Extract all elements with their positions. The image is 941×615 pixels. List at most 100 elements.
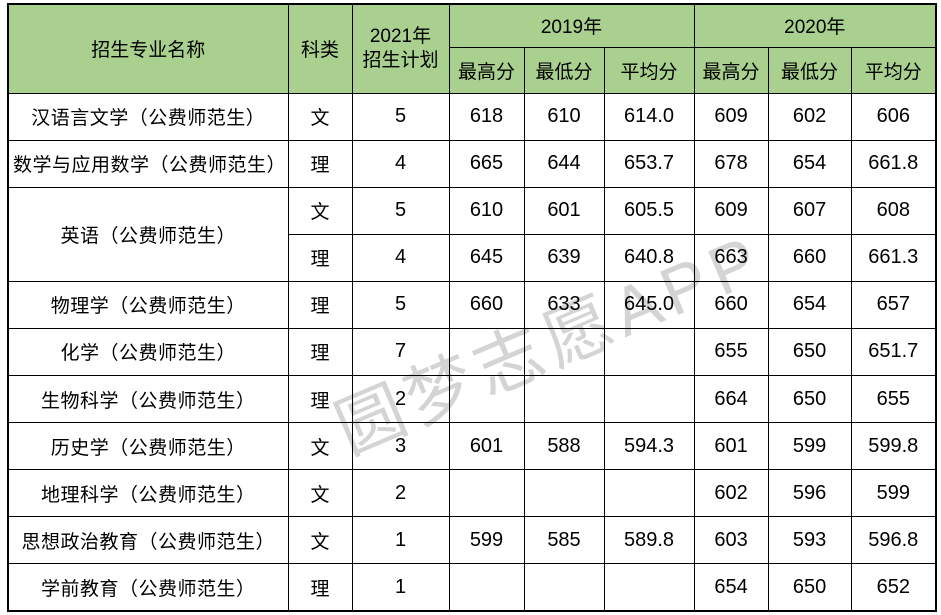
score-cell: 650: [767, 327, 852, 376]
score-cell: 650: [767, 374, 852, 424]
table-row: 生物科学（公费师范生）理 2 664 650 655: [7, 374, 937, 424]
score-cell: 606: [850, 92, 937, 141]
score-cell: 610: [448, 186, 525, 235]
plan-cell: 4: [351, 139, 450, 188]
score-cell: 602: [767, 92, 852, 141]
score-cell: 660: [767, 233, 852, 282]
score-cell: 660: [693, 280, 769, 329]
header-2019-avg: 平均分: [603, 46, 695, 94]
table-header: 招生专业名称 科类 2021年 招生计划 2019年 2020年 最高分 最低分…: [7, 3, 937, 94]
score-cell: 596.8: [850, 516, 937, 565]
score-cell: 645: [448, 233, 525, 282]
category-cell: 文: [287, 92, 353, 141]
score-cell: [448, 469, 525, 518]
major-cell: 地理科学（公费师范生）: [7, 469, 289, 518]
header-category: 科类: [287, 3, 353, 94]
score-cell: 609: [693, 92, 769, 141]
score-cell: 601: [448, 422, 525, 471]
major-cell: 汉语言文学（公费师范生）: [7, 92, 289, 141]
score-cell: 650: [767, 563, 852, 612]
score-cell: [603, 469, 695, 518]
score-cell: 608: [850, 186, 937, 235]
plan-cell: 5: [351, 92, 450, 141]
score-cell: 594.3: [603, 422, 695, 471]
score-cell: 655: [850, 374, 937, 424]
score-cell: 661.8: [850, 139, 937, 188]
category-cell: 理: [287, 233, 353, 282]
category-cell: 文: [287, 469, 353, 518]
score-cell: 653.7: [603, 139, 695, 188]
score-cell: 660: [448, 280, 525, 329]
score-cell: [523, 327, 605, 376]
category-cell: 理: [287, 327, 353, 376]
category-cell: 理: [287, 139, 353, 188]
plan-cell: 1: [351, 563, 450, 612]
score-cell: [603, 327, 695, 376]
header-major: 招生专业名称: [7, 3, 289, 94]
score-cell: 599: [767, 422, 852, 471]
score-cell: 609: [693, 186, 769, 235]
score-cell: 665: [448, 139, 525, 188]
table-row: 英语（公费师范生）文 5 610 601 605.5 609 607 608: [7, 186, 937, 282]
table-row: 历史学（公费师范生）文 3 601 588 594.3 601 599 599.8: [7, 422, 937, 471]
score-cell: 657: [850, 280, 937, 329]
score-cell: 654: [767, 280, 852, 329]
major-cell: 英语（公费师范生）: [7, 186, 289, 282]
score-cell: [448, 327, 525, 376]
score-cell: 605.5: [603, 186, 695, 235]
category-cell: 理: [287, 374, 353, 424]
score-cell: 678: [693, 139, 769, 188]
category-cell: 文: [287, 516, 353, 565]
score-cell: 639: [523, 233, 605, 282]
header-2019-min: 最低分: [523, 46, 605, 94]
score-cell: 654: [767, 139, 852, 188]
score-cell: 610: [523, 92, 605, 141]
major-cell: 生物科学（公费师范生）: [7, 374, 289, 424]
score-cell: 589.8: [603, 516, 695, 565]
score-cell: [523, 469, 605, 518]
score-cell: 614.0: [603, 92, 695, 141]
header-2020-min: 最低分: [767, 46, 852, 94]
major-cell: 化学（公费师范生）: [7, 327, 289, 376]
admission-score-table: 招生专业名称 科类 2021年 招生计划 2019年 2020年 最高分 最低分…: [7, 3, 938, 612]
plan-cell: 3: [351, 422, 450, 471]
plan-cell: 1: [351, 516, 450, 565]
table-row: 数学与应用数学（公费师范生）理 4 665 644 653.7 678 654 661.8: [7, 139, 937, 188]
plan-cell: 5: [351, 186, 450, 235]
header-plan-2021: 2021年 招生计划: [351, 3, 450, 94]
score-cell: 663: [693, 233, 769, 282]
score-cell: 599: [850, 469, 937, 518]
score-cell: 661.3: [850, 233, 937, 282]
score-cell: 618: [448, 92, 525, 141]
score-cell: [448, 563, 525, 612]
score-cell: 644: [523, 139, 605, 188]
table-row: 汉语言文学（公费师范生）文 5 618 610 614.0 609 602 606: [7, 92, 937, 141]
plan-cell: 2: [351, 469, 450, 518]
score-cell: 588: [523, 422, 605, 471]
header-year-2020: 2020年: [693, 3, 937, 48]
score-cell: 607: [767, 186, 852, 235]
score-cell: 599.8: [850, 422, 937, 471]
header-year-2019: 2019年: [448, 3, 695, 48]
score-cell: 601: [693, 422, 769, 471]
score-cell: [523, 563, 605, 612]
score-cell: 601: [523, 186, 605, 235]
category-cell: 理: [287, 280, 353, 329]
plan-cell: 4: [351, 233, 450, 282]
table-row: 学前教育（公费师范生）理 1 654 650 652: [7, 563, 937, 612]
table-row: 物理学（公费师范生）理 5 660 633 645.0 660 654 657: [7, 280, 937, 329]
major-cell: 学前教育（公费师范生）: [7, 563, 289, 612]
table-row: 地理科学（公费师范生）文 2 602 596 599: [7, 469, 937, 518]
score-cell: 655: [693, 327, 769, 376]
table-row: 化学（公费师范生）理 7 655 650 651.7: [7, 327, 937, 376]
table-row: 思想政治教育（公费师范生）文 1 599 585 589.8 603 593 596.8: [7, 516, 937, 565]
major-cell: 思想政治教育（公费师范生）: [7, 516, 289, 565]
score-cell: 654: [693, 563, 769, 612]
header-2020-max: 最高分: [693, 46, 769, 94]
score-cell: 585: [523, 516, 605, 565]
plan-cell: 7: [351, 327, 450, 376]
score-cell: 652: [850, 563, 937, 612]
major-cell: 物理学（公费师范生）: [7, 280, 289, 329]
header-row-years: 招生专业名称 科类 2021年 招生计划 2019年 2020年: [7, 3, 937, 94]
